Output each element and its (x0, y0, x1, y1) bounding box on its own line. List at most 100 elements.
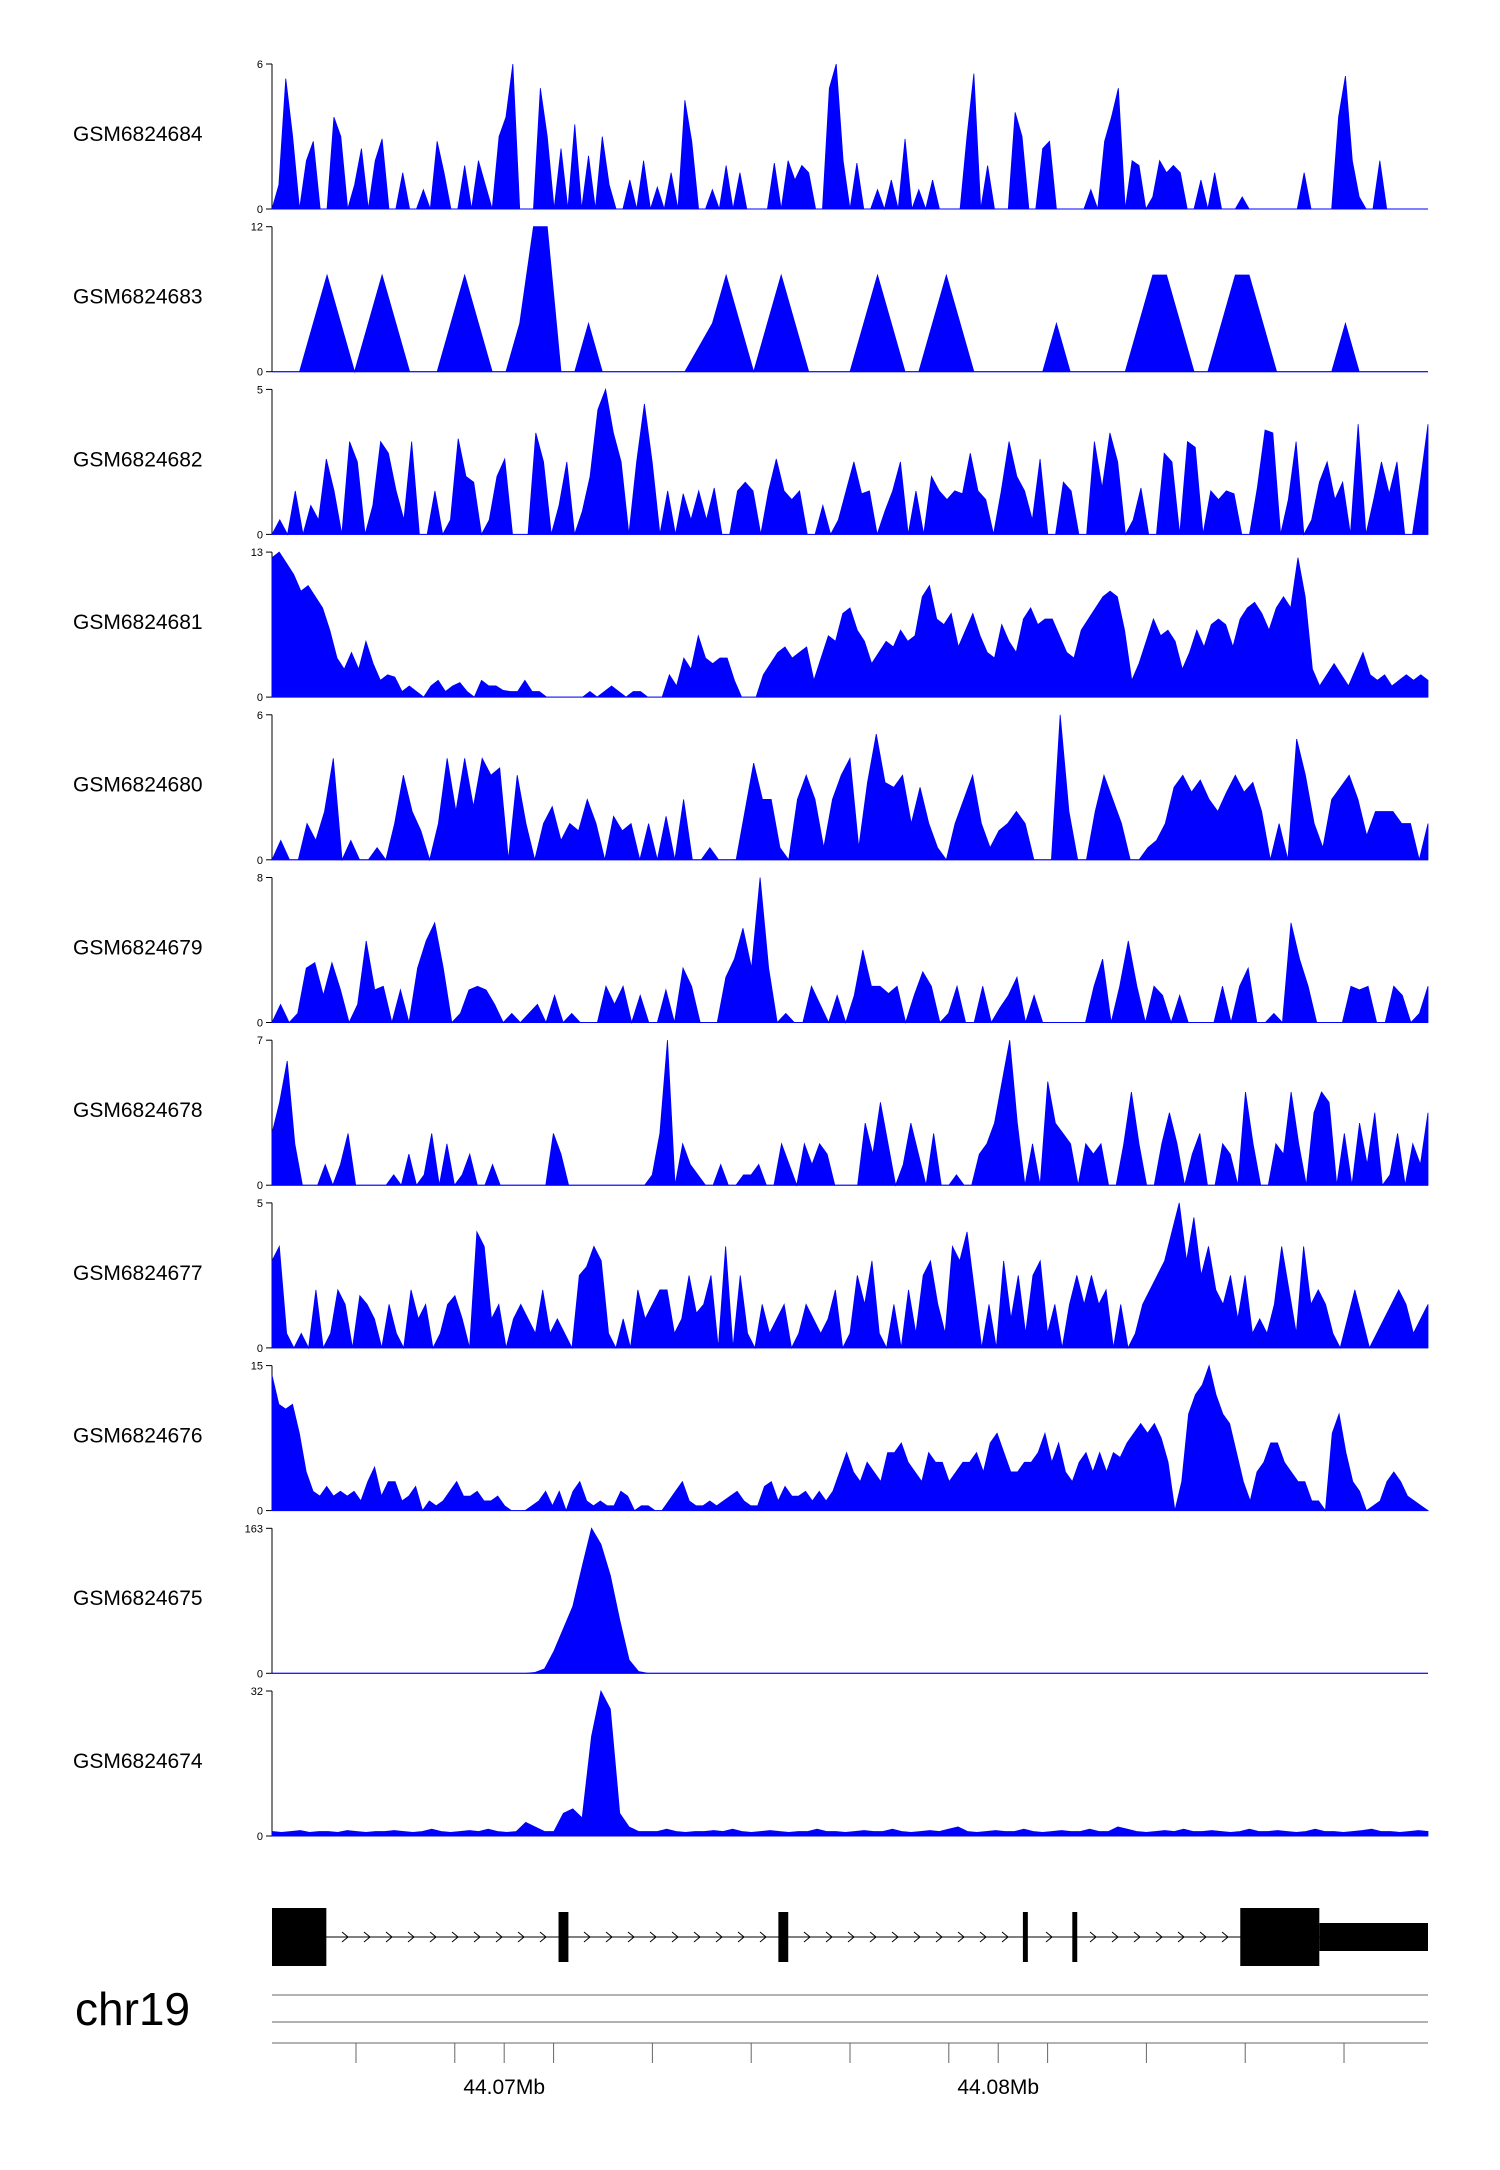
exon (1022, 1912, 1028, 1962)
genome-position-label: 44.07Mb (463, 2076, 545, 2099)
strand-arrow (693, 1931, 701, 1943)
y-axis-min-label: 0 (257, 529, 263, 541)
strand-arrow (825, 1931, 833, 1943)
track-label: GSM6824684 (73, 123, 203, 146)
signal-area (271, 1202, 1429, 1350)
strand-arrow (847, 1931, 855, 1943)
y-axis-max-label: 6 (257, 59, 263, 71)
track-GSM6824675: GSM6824675 163 0 (73, 1523, 1428, 1680)
exon (558, 1912, 569, 1962)
signal-area (271, 1689, 1429, 1837)
strand-arrow (341, 1931, 349, 1943)
y-axis-max-label: 15 (251, 1361, 263, 1373)
strand-arrow (737, 1931, 745, 1943)
signal-area (271, 714, 1429, 862)
strand-arrow (649, 1931, 657, 1943)
strand-arrow (1177, 1931, 1185, 1943)
y-axis-max-label: 163 (245, 1523, 263, 1535)
y-axis-max-label: 5 (257, 384, 263, 396)
strand-arrow (407, 1931, 415, 1943)
strand-arrow (429, 1931, 437, 1943)
track-GSM6824679: GSM6824679 8 0 (73, 873, 1429, 1030)
y-axis-min-label: 0 (257, 1343, 263, 1355)
genome-axis: chr19 44.07Mb 44.08Mb (75, 1983, 1428, 2099)
strand-arrow (1133, 1931, 1141, 1943)
track-label: GSM6824681 (73, 611, 203, 634)
strand-arrow (1089, 1931, 1097, 1943)
strand-arrow (495, 1931, 503, 1943)
gene-model (272, 1908, 1428, 1966)
strand-arrow (539, 1931, 547, 1943)
y-axis-max-label: 13 (251, 547, 263, 559)
y-axis-max-label: 5 (257, 1198, 263, 1210)
exon (1319, 1923, 1428, 1951)
track-GSM6824684: GSM6824684 6 0 (73, 59, 1428, 216)
track-label: GSM6824675 (73, 1587, 203, 1610)
track-label: GSM6824677 (73, 1262, 203, 1285)
strand-arrow (1001, 1931, 1009, 1943)
signal-area (271, 1364, 1430, 1512)
exon (1240, 1908, 1320, 1966)
strand-arrow (913, 1931, 921, 1943)
signal-area (272, 226, 1428, 374)
strand-arrow (1199, 1931, 1207, 1943)
signal-tracks: GSM682468460GSM6824683120GSM682468250GSM… (73, 59, 1430, 1843)
signal-area (272, 1527, 1428, 1674)
strand-arrow (1221, 1931, 1229, 1943)
strand-arrow (473, 1931, 481, 1943)
strand-arrow (451, 1931, 459, 1943)
track-label: GSM6824683 (73, 286, 203, 309)
signal-area (271, 63, 1428, 211)
y-axis-min-label: 0 (257, 855, 263, 867)
strand-arrow (891, 1931, 899, 1943)
y-axis-max-label: 8 (257, 873, 263, 885)
track-label: GSM6824678 (73, 1099, 203, 1122)
strand-arrow (517, 1931, 525, 1943)
y-axis-max-label: 12 (251, 222, 263, 234)
y-axis-min-label: 0 (257, 1831, 263, 1843)
y-axis-min-label: 0 (257, 204, 263, 216)
track-GSM6824674: GSM6824674 32 0 (73, 1686, 1429, 1843)
strand-arrow (869, 1931, 877, 1943)
strand-arrow (385, 1931, 393, 1943)
track-label: GSM6824680 (73, 774, 203, 797)
strand-arrow (957, 1931, 965, 1943)
strand-arrow (1045, 1931, 1053, 1943)
track-GSM6824683: GSM6824683 12 0 (73, 222, 1428, 379)
y-axis-min-label: 0 (257, 1668, 263, 1680)
strand-arrow (759, 1931, 767, 1943)
y-axis-max-label: 32 (251, 1686, 263, 1698)
exon (1072, 1912, 1078, 1962)
y-axis-max-label: 7 (257, 1035, 263, 1047)
exon (778, 1912, 789, 1962)
strand-arrow (1155, 1931, 1163, 1943)
strand-arrow (979, 1931, 987, 1943)
y-axis-max-label: 6 (257, 710, 263, 722)
strand-arrow (671, 1931, 679, 1943)
strand-arrow (627, 1931, 635, 1943)
signal-area (271, 877, 1429, 1025)
y-axis-min-label: 0 (257, 367, 263, 379)
strand-arrow (583, 1931, 591, 1943)
track-label: GSM6824674 (73, 1750, 203, 1773)
y-axis-min-label: 0 (257, 1018, 263, 1030)
y-axis-min-label: 0 (257, 1180, 263, 1192)
track-GSM6824682: GSM6824682 5 0 (73, 384, 1429, 541)
track-label: GSM6824682 (73, 448, 203, 471)
signal-area (271, 387, 1429, 536)
exon (272, 1908, 327, 1966)
track-GSM6824678: GSM6824678 7 0 (73, 1035, 1429, 1192)
signal-area (271, 551, 1429, 698)
strand-arrow (935, 1931, 943, 1943)
strand-arrow (803, 1931, 811, 1943)
track-GSM6824681: GSM6824681 13 0 (73, 547, 1429, 704)
y-axis-min-label: 0 (257, 692, 263, 704)
strand-arrow (715, 1931, 723, 1943)
track-GSM6824676: GSM6824676 15 0 (73, 1361, 1430, 1518)
track-label: GSM6824679 (73, 936, 203, 959)
track-GSM6824680: GSM6824680 6 0 (73, 710, 1429, 867)
y-axis-min-label: 0 (257, 1506, 263, 1518)
strand-arrow (605, 1931, 613, 1943)
track-label: GSM6824676 (73, 1424, 203, 1447)
